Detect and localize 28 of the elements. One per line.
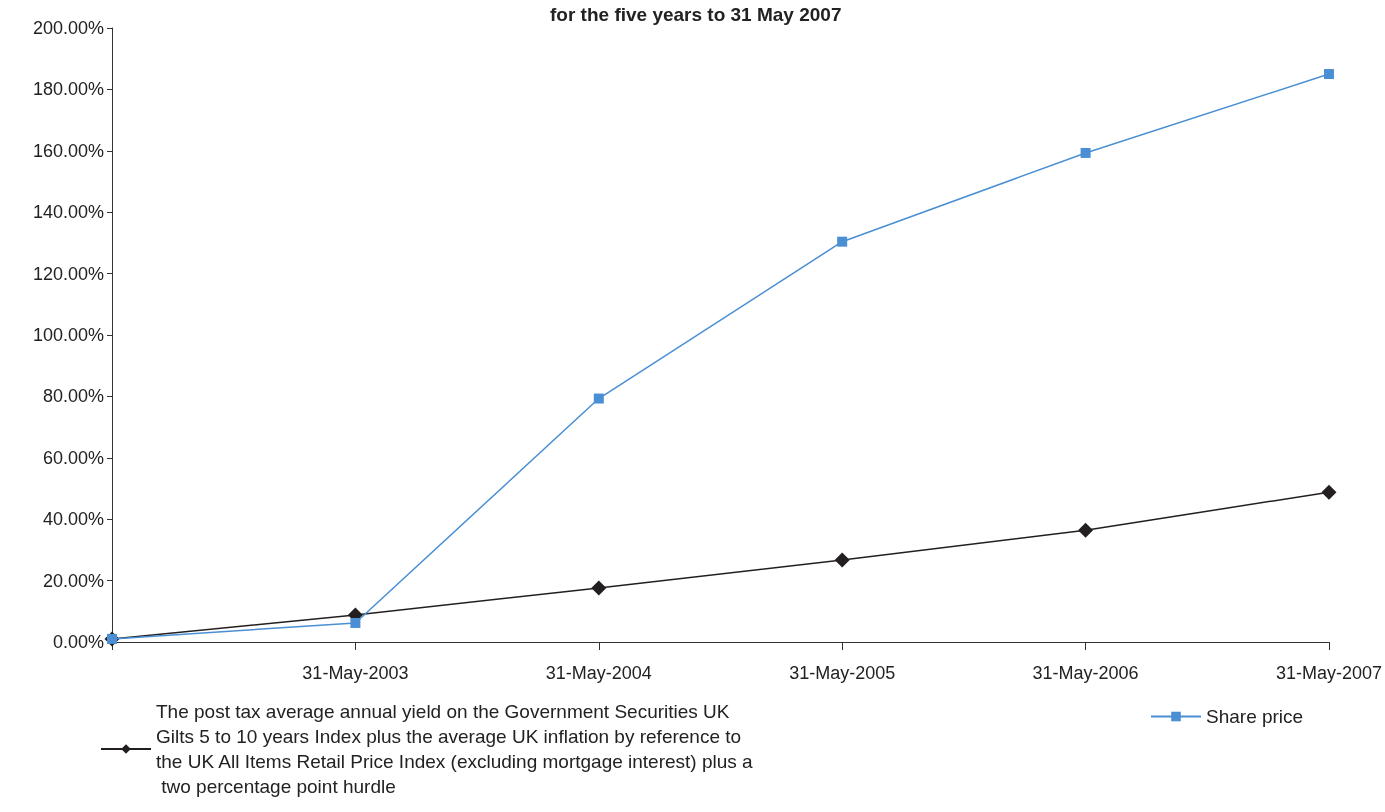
x-tick-label: 31-May-2007 — [1275, 663, 1382, 683]
y-tick-label: 160.00% — [32, 140, 104, 161]
y-tick-label: 180.00% — [32, 79, 104, 100]
legend-label: Share price — [1206, 706, 1304, 727]
x-tick-label: 31-May-2006 — [1032, 663, 1139, 683]
point — [1321, 484, 1337, 500]
chart-title: for the five years to 31 May 2007 — [550, 4, 842, 25]
y-tick-label: 40.00% — [42, 509, 104, 530]
point — [837, 236, 848, 247]
x-tick-label: 31-May-2005 — [789, 663, 896, 683]
x-tick-label: 31-May-2004 — [545, 663, 652, 683]
y-tick-label: 60.00% — [42, 447, 104, 468]
y-tick-label: 80.00% — [42, 386, 104, 407]
y-tick-label: 200.00% — [32, 18, 104, 38]
point — [591, 580, 607, 596]
point — [593, 393, 604, 404]
y-tick-label: 0.00% — [52, 632, 104, 652]
y-tick-label: 140.00% — [32, 202, 104, 223]
point — [1323, 69, 1334, 80]
y-tick-label: 120.00% — [32, 263, 104, 284]
y-tick-label: 20.00% — [42, 570, 104, 591]
point — [350, 617, 361, 628]
legend-label: The post tax average annual yield on the Government Securities UK Gilts 5 to 10 years Index plus the average UK inflation by reference to the UK All Items Retail Price Index (excluding mortgage interest) plus a two percentage point hurdle — [156, 701, 754, 797]
point — [834, 552, 850, 568]
x-tick-label: 31-May-2003 — [302, 663, 409, 683]
y-tick-label: 100.00% — [32, 325, 104, 345]
point — [1080, 147, 1091, 158]
point — [1078, 522, 1094, 538]
